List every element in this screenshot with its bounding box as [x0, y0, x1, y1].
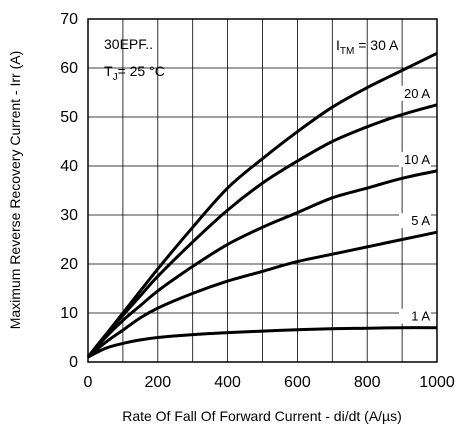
x-tick-label: 200 — [144, 374, 171, 391]
series-labels: 20 A 10 A 5 A 1 A — [399, 86, 431, 324]
y-tick-label: 20 — [60, 256, 78, 273]
y-tick-label: 30 — [60, 207, 78, 224]
x-tick-label: 600 — [284, 374, 311, 391]
series-label: 1 A — [411, 309, 430, 324]
x-tick-label: 1000 — [419, 374, 455, 391]
series-label: 10 A — [404, 152, 430, 167]
y-tick-label: 10 — [60, 305, 78, 322]
x-tick-label: 400 — [214, 374, 241, 391]
series-label: 5 A — [411, 213, 430, 228]
y-tick-label: 40 — [60, 158, 78, 175]
y-tick-label: 0 — [69, 354, 78, 371]
y-tick-label: 50 — [60, 109, 78, 126]
y-axis-title: Maximum Reverse Recovery Current - Irr (… — [7, 51, 23, 330]
y-tick-label: 60 — [60, 60, 78, 77]
series-label: 20 A — [404, 86, 430, 101]
x-tick-label: 0 — [84, 374, 93, 391]
y-tick-label: 70 — [60, 11, 78, 28]
device-label: 30EPF.. — [104, 36, 153, 52]
x-axis-title: Rate Of Fall Of Forward Current - di/dt … — [122, 408, 402, 424]
temperature-label: TJ= 25 °C — [104, 63, 165, 83]
x-tick-label: 800 — [354, 374, 381, 391]
